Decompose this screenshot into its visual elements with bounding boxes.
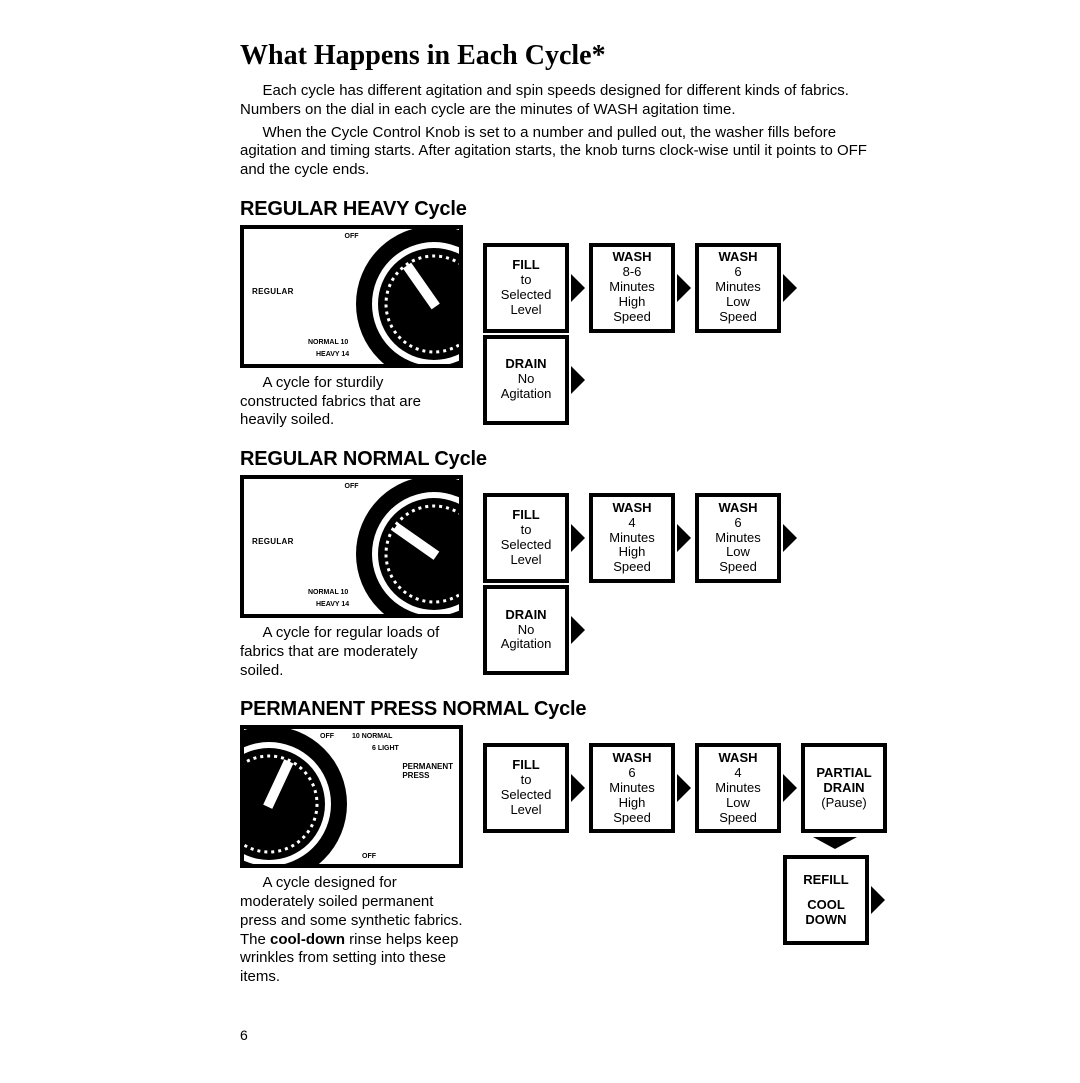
- dial-illustration-regular-heavy: OFF REGULAR NORMAL 10 HEAVY 14: [240, 225, 463, 368]
- arrow-right-icon: [783, 774, 797, 802]
- dial-illustration-regular-normal: OFF REGULAR NORMAL 10 HEAVY 14: [240, 475, 463, 618]
- step-box: FILL to Selected Level: [483, 243, 569, 333]
- arrow-right-icon: [677, 274, 691, 302]
- arrow-right-icon: [783, 274, 797, 302]
- step-box: PARTIAL DRAIN (Pause): [801, 743, 887, 833]
- dial-normal10-label: NORMAL 10: [308, 589, 348, 596]
- dial-off-label-bottom: OFF: [362, 853, 376, 860]
- step-box-refill: REFILL COOL DOWN: [783, 855, 869, 945]
- cycle-heading-perm-press: PERMANENT PRESS NORMAL Cycle: [240, 698, 890, 721]
- step-box: FILL to Selected Level: [483, 493, 569, 583]
- step-box: WASH 6 Minutes High Speed: [589, 743, 675, 833]
- dial-heavy14-label: HEAVY 14: [316, 351, 349, 358]
- step-box: WASH 4 Minutes Low Speed: [695, 743, 781, 833]
- step-box: WASH 6 Minutes Low Speed: [695, 243, 781, 333]
- dial-illustration-perm-press: OFF 10 NORMAL 6 LIGHT PERMANENTPRESS OFF: [240, 725, 463, 868]
- cycle-steps-regular-heavy: FILL to Selected Level WASH 8-6 Minutes …: [483, 225, 890, 425]
- dial-heavy14-label: HEAVY 14: [316, 601, 349, 608]
- intro-paragraph-2: When the Cycle Control Knob is set to a …: [240, 124, 890, 180]
- cycle-desc-regular-heavy: A cycle for sturdily constructed fabrics…: [240, 374, 465, 430]
- dial-knob-icon: [349, 475, 463, 618]
- cycle-heading-regular-heavy: REGULAR HEAVY Cycle: [240, 198, 890, 221]
- intro-paragraph-1: Each cycle has different agitation and s…: [240, 82, 890, 120]
- dial-10normal-label: 10 NORMAL: [352, 733, 392, 740]
- arrow-right-icon: [783, 524, 797, 552]
- step-box: DRAIN No Agitation: [483, 585, 569, 675]
- step-box: FILL to Selected Level: [483, 743, 569, 833]
- arrow-right-icon: [677, 774, 691, 802]
- step-box: WASH 8-6 Minutes High Speed: [589, 243, 675, 333]
- dial-regular-label: REGULAR: [252, 537, 294, 546]
- cycle-desc-perm-press: A cycle designed for moderately soiled p…: [240, 874, 465, 987]
- cycle-steps-perm-press: FILL to Selected Level WASH 6 Minutes Hi…: [483, 725, 887, 833]
- page-title: What Happens in Each Cycle*: [240, 40, 890, 72]
- arrow-right-icon: [571, 616, 585, 644]
- cycle-heading-regular-normal: REGULAR NORMAL Cycle: [240, 448, 890, 471]
- dial-regular-label: REGULAR: [252, 287, 294, 296]
- arrow-right-icon: [871, 886, 885, 914]
- cycle-steps-regular-normal: FILL to Selected Level WASH 4 Minutes Hi…: [483, 475, 890, 675]
- dial-normal10-label: NORMAL 10: [308, 339, 348, 346]
- cycle-desc-regular-normal: A cycle for regular loads of fabrics tha…: [240, 624, 465, 680]
- dial-6light-label: 6 LIGHT: [372, 745, 399, 752]
- arrow-right-icon: [571, 774, 585, 802]
- dial-knob-icon: [349, 225, 463, 368]
- dial-permpress-label: PERMANENTPRESS: [402, 763, 453, 781]
- step-box: WASH 4 Minutes High Speed: [589, 493, 675, 583]
- step-box: DRAIN No Agitation: [483, 335, 569, 425]
- arrow-right-icon: [571, 274, 585, 302]
- arrow-right-icon: [571, 524, 585, 552]
- step-box: WASH 6 Minutes Low Speed: [695, 493, 781, 583]
- dial-knob-icon: [240, 725, 354, 868]
- arrow-down-icon: [813, 837, 857, 849]
- arrow-right-icon: [677, 524, 691, 552]
- page-number: 6: [240, 1027, 890, 1043]
- arrow-right-icon: [571, 366, 585, 394]
